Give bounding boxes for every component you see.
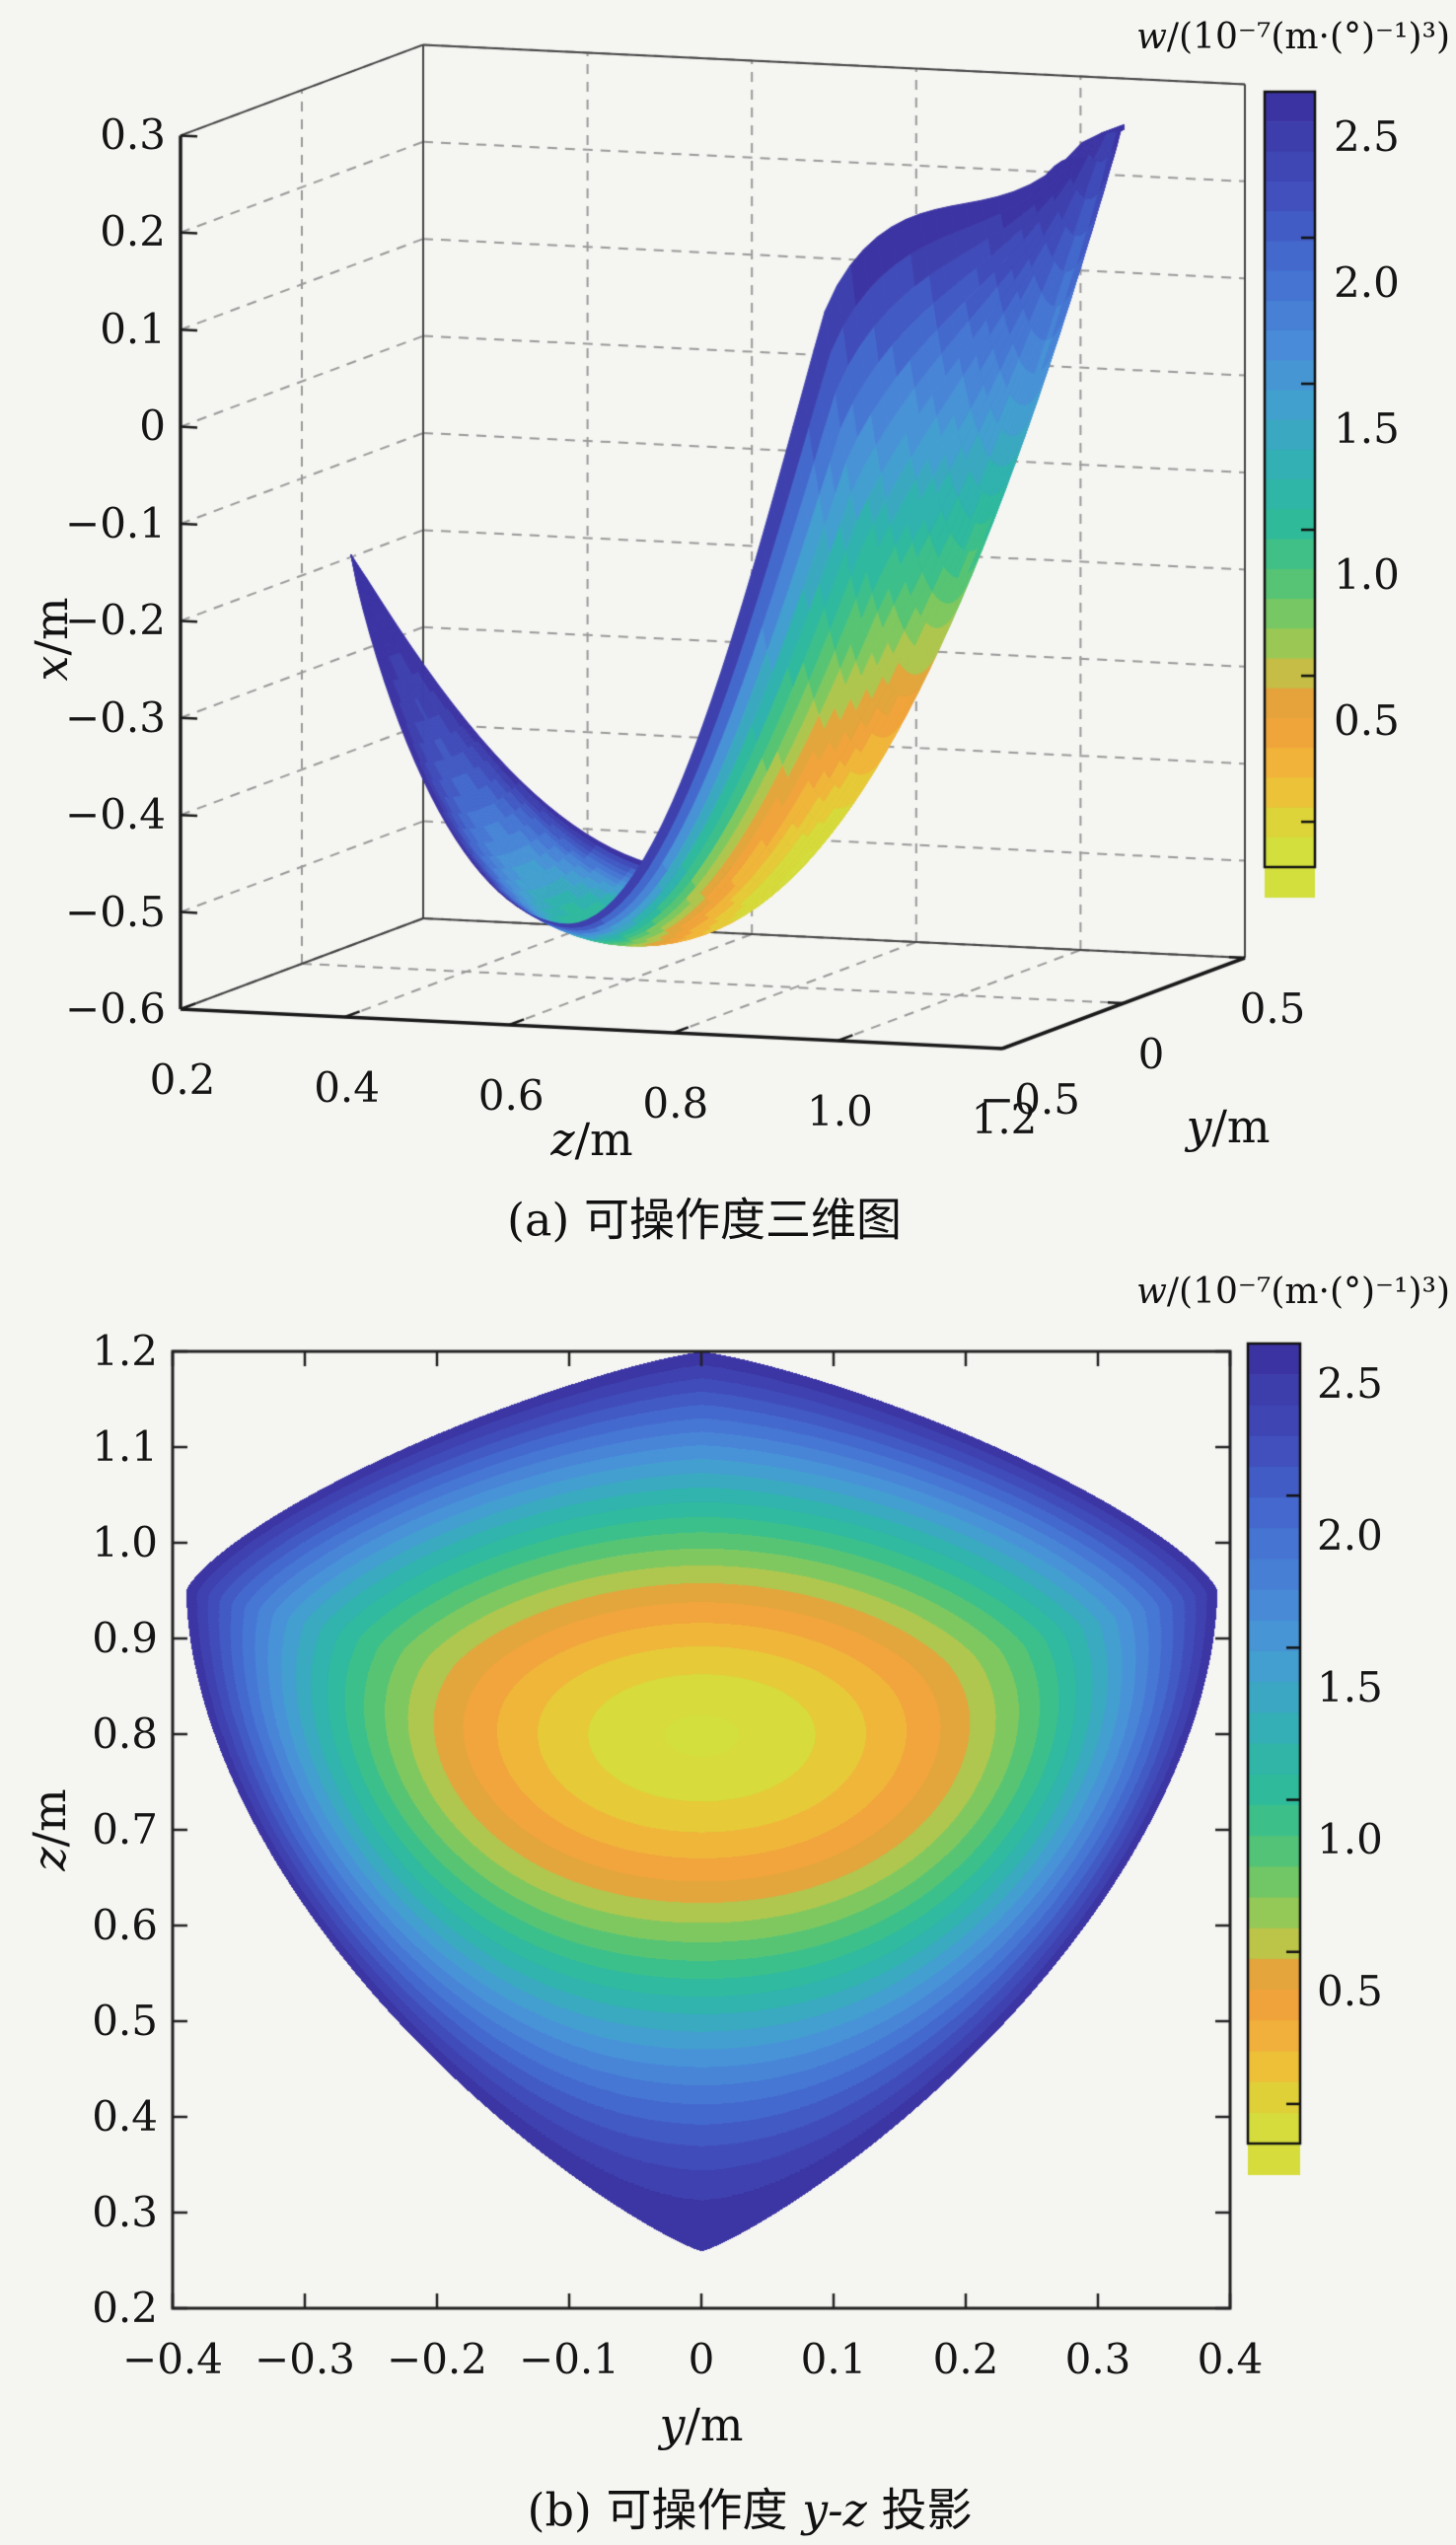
panel-b-y-axis-label: y/m [659, 2402, 743, 2447]
panel-b-z-axis-unit: /m [23, 1788, 76, 1848]
panel-a-z-axis-symbol: z [550, 1113, 575, 1166]
colorbar-b-tick-label: 2.0 [1317, 1511, 1383, 1560]
colorbar-a-title: w/(10⁻⁷(m·(°)⁻¹)³) [1136, 20, 1450, 55]
colorbar-a-tick-label: 1.0 [1334, 550, 1400, 599]
panel-b-z-tick-label: 0.6 [92, 1901, 158, 1949]
panel-b-y-tick-label: 0.4 [1197, 2335, 1264, 2383]
colorbar-a-title-symbol: w [1136, 17, 1167, 57]
panel-a-y-tick-label: 0.5 [1239, 984, 1306, 1033]
panel-b-caption: (b) 可操作度 y-z 投影 [528, 2483, 973, 2537]
panel-a-z-tick-label: 0.2 [149, 1055, 216, 1104]
colorbar-a-title-unit: /(10⁻⁷(m·(°)⁻¹)³) [1166, 17, 1450, 57]
panel-a-z-axis-unit: /m [574, 1113, 633, 1166]
colorbar-a-tick-label: 0.5 [1334, 696, 1400, 745]
panel-b-z-axis-label: z/m [23, 1788, 76, 1870]
panel-a-x-tick-label: −0.5 [65, 887, 166, 936]
panel-a-z-tick-label: 0.8 [642, 1079, 709, 1127]
panel-b-z-tick-label: 0.4 [92, 2092, 158, 2141]
panel-a-z-tick-label: 0.6 [477, 1071, 545, 1120]
panel-a-x-tick-label: −0.4 [65, 790, 166, 839]
panel-a-y-axis-unit: /m [1211, 1100, 1271, 1153]
panel-a-x-axis-symbol: x [25, 655, 78, 682]
panel-b-caption-variables: y-z [802, 2483, 867, 2537]
panel-b-z-axis-symbol: z [23, 1847, 76, 1871]
panel-b-z-tick-label: 0.3 [92, 2188, 158, 2236]
panel-a-z-tick-label: 1.2 [971, 1095, 1038, 1143]
colorbar-b-tick-label: 2.5 [1317, 1359, 1383, 1408]
colorbar-b-title-unit: /(10⁻⁷(m·(°)⁻¹)³) [1166, 1272, 1450, 1312]
panel-b-caption-prefix: (b) 可操作度 [527, 2483, 803, 2537]
panel-b-z-tick-label: 1.0 [92, 1518, 158, 1566]
panel-a-x-tick-label: −0.3 [65, 692, 166, 742]
panel-a-x-tick-label: −0.6 [65, 983, 166, 1033]
panel-a-y-tick-label: −0.5 [980, 1075, 1080, 1124]
panel-a-z-tick-label: 1.0 [806, 1087, 873, 1135]
panel-b-y-tick-label: −0.3 [255, 2335, 355, 2383]
panel-b-y-tick-label: −0.2 [387, 2335, 487, 2383]
panel-b-z-tick-label: 0.5 [92, 1997, 158, 2045]
panel-a-z-axis-label: z/m [550, 1117, 632, 1162]
panel-b-y-axis-unit: /m [685, 2398, 744, 2451]
panel-a-x-tick-label: 0.1 [100, 304, 166, 353]
panel-b-y-tick-label: −0.1 [519, 2335, 619, 2383]
panel-b-z-tick-label: 1.1 [92, 1422, 158, 1471]
colorbar-b-title-symbol: w [1136, 1272, 1167, 1312]
panel-a-x-tick-label: −0.1 [65, 498, 166, 547]
colorbar-b-title: w/(10⁻⁷(m·(°)⁻¹)³) [1136, 1274, 1450, 1310]
colorbar-a-tick-label: 2.0 [1334, 258, 1400, 307]
panel-a-x-tick-label: −0.2 [65, 596, 166, 645]
panel-a-y-tick-label: 0 [1137, 1030, 1165, 1078]
panel-b-y-tick-label: 0 [688, 2335, 715, 2383]
colorbar-b-tick-label: 1.5 [1317, 1663, 1383, 1711]
panel-b-y-axis-symbol: y [659, 2398, 686, 2451]
panel-a-x-tick-label: 0 [139, 401, 166, 451]
colorbar-b-tick-label: 1.0 [1317, 1815, 1383, 1863]
panel-a-x-tick-label: 0.3 [100, 110, 166, 159]
panel-b-y-tick-label: 0.1 [800, 2335, 867, 2383]
panel-b-z-tick-label: 0.9 [92, 1614, 158, 1662]
colorbar-b-tick-label: 0.5 [1317, 1967, 1383, 2015]
panel-b-y-tick-label: 0.3 [1064, 2335, 1131, 2383]
colorbar-a-tick-label: 2.5 [1334, 112, 1400, 161]
panel-b-projection-plot [0, 1253, 1456, 2545]
panel-b-z-tick-label: 1.2 [92, 1327, 158, 1375]
panel-a-y-axis-symbol: y [1186, 1100, 1212, 1153]
panel-a-x-tick-label: 0.2 [100, 207, 166, 256]
panel-a-y-axis-label: y/m [1186, 1104, 1270, 1149]
panel-b-y-tick-label: 0.2 [932, 2335, 999, 2383]
panel-b-caption-suffix: 投影 [866, 2483, 973, 2537]
panel-b-z-tick-label: 0.2 [92, 2284, 158, 2332]
panel-b-z-tick-label: 0.8 [92, 1709, 158, 1758]
colorbar-a-tick-label: 1.5 [1334, 404, 1400, 453]
panel-b-z-tick-label: 0.7 [92, 1805, 158, 1854]
panel-a-z-tick-label: 0.4 [314, 1063, 380, 1112]
panel-b-y-tick-label: −0.4 [122, 2335, 223, 2383]
panel-a-caption: (a) 可操作度三维图 [507, 1193, 902, 1247]
panel-a-3d-surface-plot [0, 0, 1456, 1253]
